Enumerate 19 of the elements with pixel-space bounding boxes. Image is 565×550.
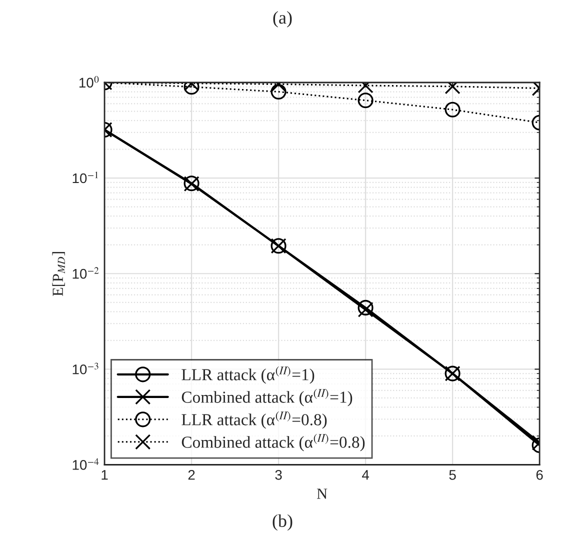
x-tick-label: 2: [188, 470, 195, 480]
y-tick-label: 10$^{−3}$: [72, 362, 98, 374]
text: (b): [272, 514, 292, 531]
x-tick-label: 6: [536, 470, 543, 480]
y-tick-label: 10$^{−2}$: [72, 267, 99, 279]
y-tick-label: 10$^{0}$: [79, 76, 99, 88]
x-tick-label: 5: [449, 470, 456, 480]
x-tick-label: 1: [102, 470, 108, 480]
legend-label: Combined attack (α$^{(II)}$=0.8): [182, 434, 365, 452]
y-tick-label: 10$^{−4}$: [72, 458, 99, 470]
y-axis-title: E[P$_{MD}$]: [52, 252, 65, 296]
legend-label: Combined attack (α$^{(II)}$=1): [182, 388, 352, 406]
chart-title: (a): [273, 11, 292, 28]
y-tick-label: 10$^{−1}$: [72, 172, 98, 184]
legend-label: LLR attack (α$^{(II)}$=0.8): [182, 411, 327, 429]
x-tick-label: 4: [362, 470, 370, 480]
x-tick-label: 3: [275, 470, 282, 480]
x-axis-title: N: [316, 488, 328, 499]
legend-label: LLR attack (α$^{(II)}$=1): [182, 366, 314, 384]
